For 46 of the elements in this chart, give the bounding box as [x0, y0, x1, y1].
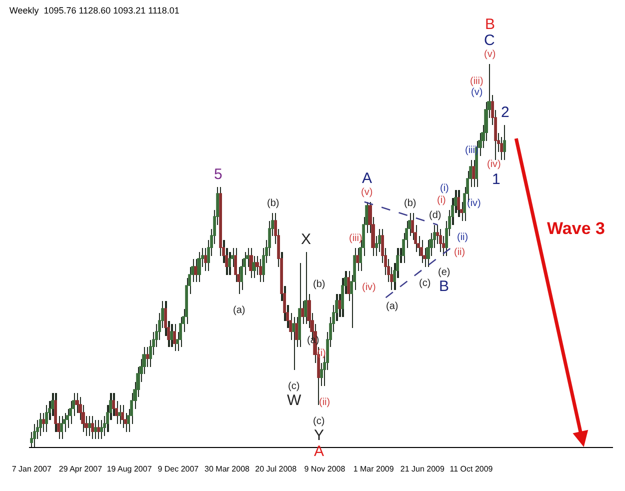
annotation: (iii)	[349, 233, 362, 244]
annotation: (a)	[386, 301, 398, 312]
annotation: (v)	[361, 187, 373, 198]
annotation: 5	[214, 166, 222, 183]
annotation: (b)	[404, 198, 416, 209]
annotation: (v)	[484, 49, 496, 60]
annotation: (c)	[419, 278, 431, 289]
x-tick-label: 9 Nov 2008	[304, 464, 346, 474]
annotation: (e)	[438, 267, 450, 278]
annotation: 1	[492, 171, 500, 188]
annotation: (v)	[471, 87, 483, 98]
annotation: (ii)	[454, 247, 466, 258]
annotation: X	[301, 231, 312, 248]
annotation: Wave 3	[547, 219, 605, 238]
x-tick-label: 19 Aug 2007	[106, 464, 152, 474]
x-tick-label: 20 Jul 2008	[255, 464, 298, 474]
annotation: (iv)	[467, 198, 481, 209]
x-tick-label: 9 Dec 2007	[158, 464, 200, 474]
annotation: (i)	[440, 183, 449, 194]
annotation: (a)	[233, 305, 246, 316]
x-tick-label: 1 Mar 2009	[353, 464, 394, 474]
annotation: (ii)	[319, 397, 330, 408]
annotation: (ii)	[457, 232, 468, 243]
annotation: B	[439, 278, 450, 295]
annotation: Y	[314, 427, 324, 444]
text: C	[484, 32, 495, 49]
x-tick-label: 7 Jan 2007	[12, 464, 52, 474]
annotation: A	[362, 170, 372, 187]
annotation: (c)	[313, 416, 325, 427]
annotation: (iii)	[470, 76, 484, 87]
annotation: (b)	[313, 279, 326, 290]
x-tick-label: 11 Oct 2009	[450, 464, 494, 474]
annotation: (c)	[288, 381, 300, 392]
annotation: (d)	[429, 210, 442, 221]
annotation: (b)	[267, 198, 280, 209]
x-tick-label: 30 Mar 2008	[204, 464, 250, 474]
x-tick-label: 21 Jun 2009	[400, 464, 445, 474]
text: B	[485, 16, 496, 33]
annotation: (iv)	[487, 159, 501, 170]
annotation: W	[287, 392, 302, 409]
annotation: (iv)	[362, 282, 376, 293]
x-tick-label: 29 Apr 2007	[58, 464, 103, 474]
annotation: A	[314, 443, 324, 460]
annotation: (i)	[437, 195, 446, 206]
chart-title: Weekly 1095.76 1128.60 1093.21 1118.01	[9, 6, 180, 16]
annotation: 2	[501, 104, 510, 121]
